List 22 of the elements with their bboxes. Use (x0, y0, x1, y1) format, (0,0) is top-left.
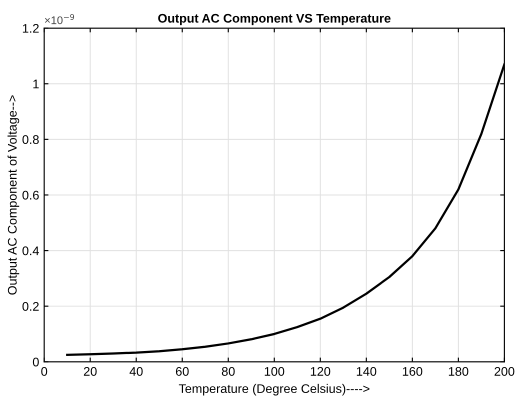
x-tick-label: 40 (130, 366, 143, 376)
x-tick-label: 60 (176, 366, 189, 376)
y-tick-label: 0.2 (22, 302, 39, 311)
y-tick-label: 0.6 (22, 190, 39, 200)
y-tick-label: 0.4 (22, 246, 39, 256)
x-tick-label: 140 (356, 366, 376, 376)
x-axis-title: Temperature (Degree Celsius)----> (178, 384, 370, 396)
x-tick-label: 180 (448, 366, 468, 376)
x-tick-label: 160 (402, 366, 422, 376)
y-tick-label: 0 (32, 358, 39, 366)
x-tick-label: 100 (264, 366, 284, 376)
text: ×10$^{−9}$ (44, 14, 74, 24)
y-tick-label: 1 (33, 80, 39, 88)
y-tick-label: 0.8 (22, 135, 39, 144)
x-tick-label: 0 (41, 366, 48, 376)
y-tick-label: 1.2 (22, 24, 39, 33)
x-tick-label: 200 (494, 366, 514, 376)
x-tick-label: 20 (84, 366, 97, 376)
y-axis-title: Output AC Component of Voltage--> (8, 95, 20, 295)
x-tick-label: 120 (310, 366, 330, 376)
chart-title: Output AC Component VS Temperature (158, 14, 391, 26)
x-tick-label: 80 (222, 366, 235, 376)
